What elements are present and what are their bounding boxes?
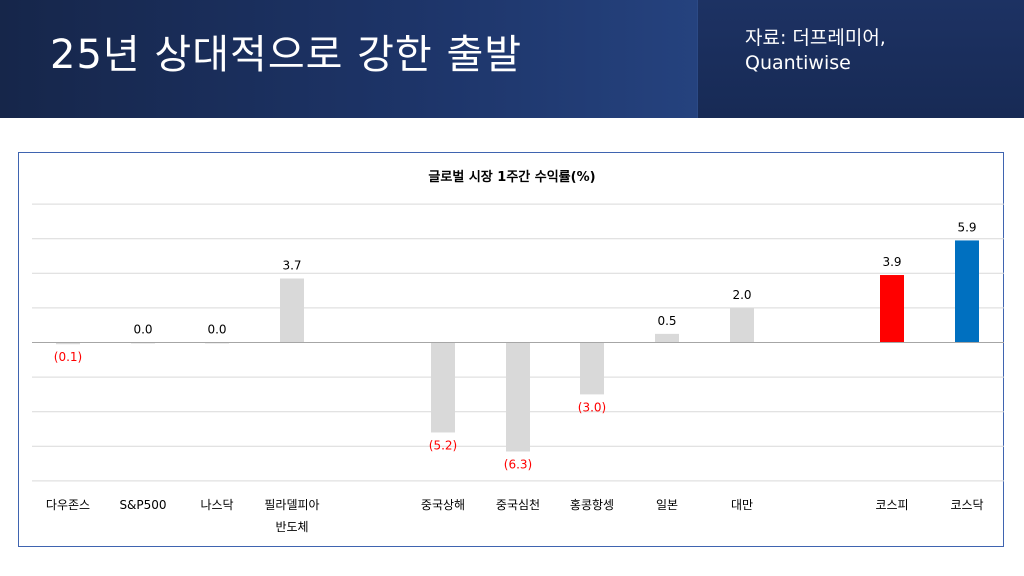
data-label: 0.0 [207,323,226,337]
data-label: (0.1) [54,350,82,364]
bar [580,342,604,395]
bar [730,307,754,343]
bar [655,333,679,343]
data-label: 2.0 [732,288,751,302]
category-label: 코스닥 [950,498,983,512]
bar [880,275,904,343]
bar [955,240,979,343]
category-label: S&P500 [119,498,166,512]
chart-title: 글로벌 시장 1주간 수익률(%) [428,169,595,185]
data-label: (6.3) [504,457,532,471]
bar [431,342,455,433]
bar [506,342,530,452]
data-label: 5.9 [957,220,976,234]
data-label: (5.2) [429,438,457,452]
category-label: 필라델피아 [264,498,319,512]
source-note: 자료: 더프레미어, Quantiwise [745,26,886,76]
category-label: 다우존스 [46,498,90,512]
page-title: 25년 상대적으로 강한 출발 [50,32,523,78]
category-label: 나스닥 [200,498,233,512]
data-label: 0.5 [657,314,676,328]
category-label: 중국상해 [421,498,465,512]
bar [280,278,304,343]
bar [56,342,80,345]
category-label: 코스피 [875,498,908,512]
category-label: 홍콩항셍 [570,498,614,512]
source-line-1: 자료: 더프레미어, [745,27,886,49]
data-label: 3.9 [882,255,901,269]
category-label: 일본 [656,498,678,512]
header-source-panel [697,0,1024,118]
category-label: 반도체 [275,520,308,534]
category-label: 대만 [731,498,753,512]
source-line-2: Quantiwise [745,52,851,74]
data-label: (3.0) [578,400,606,414]
data-label: 3.7 [282,258,301,272]
data-label: 0.0 [133,323,152,337]
category-label: 중국심천 [496,497,540,512]
